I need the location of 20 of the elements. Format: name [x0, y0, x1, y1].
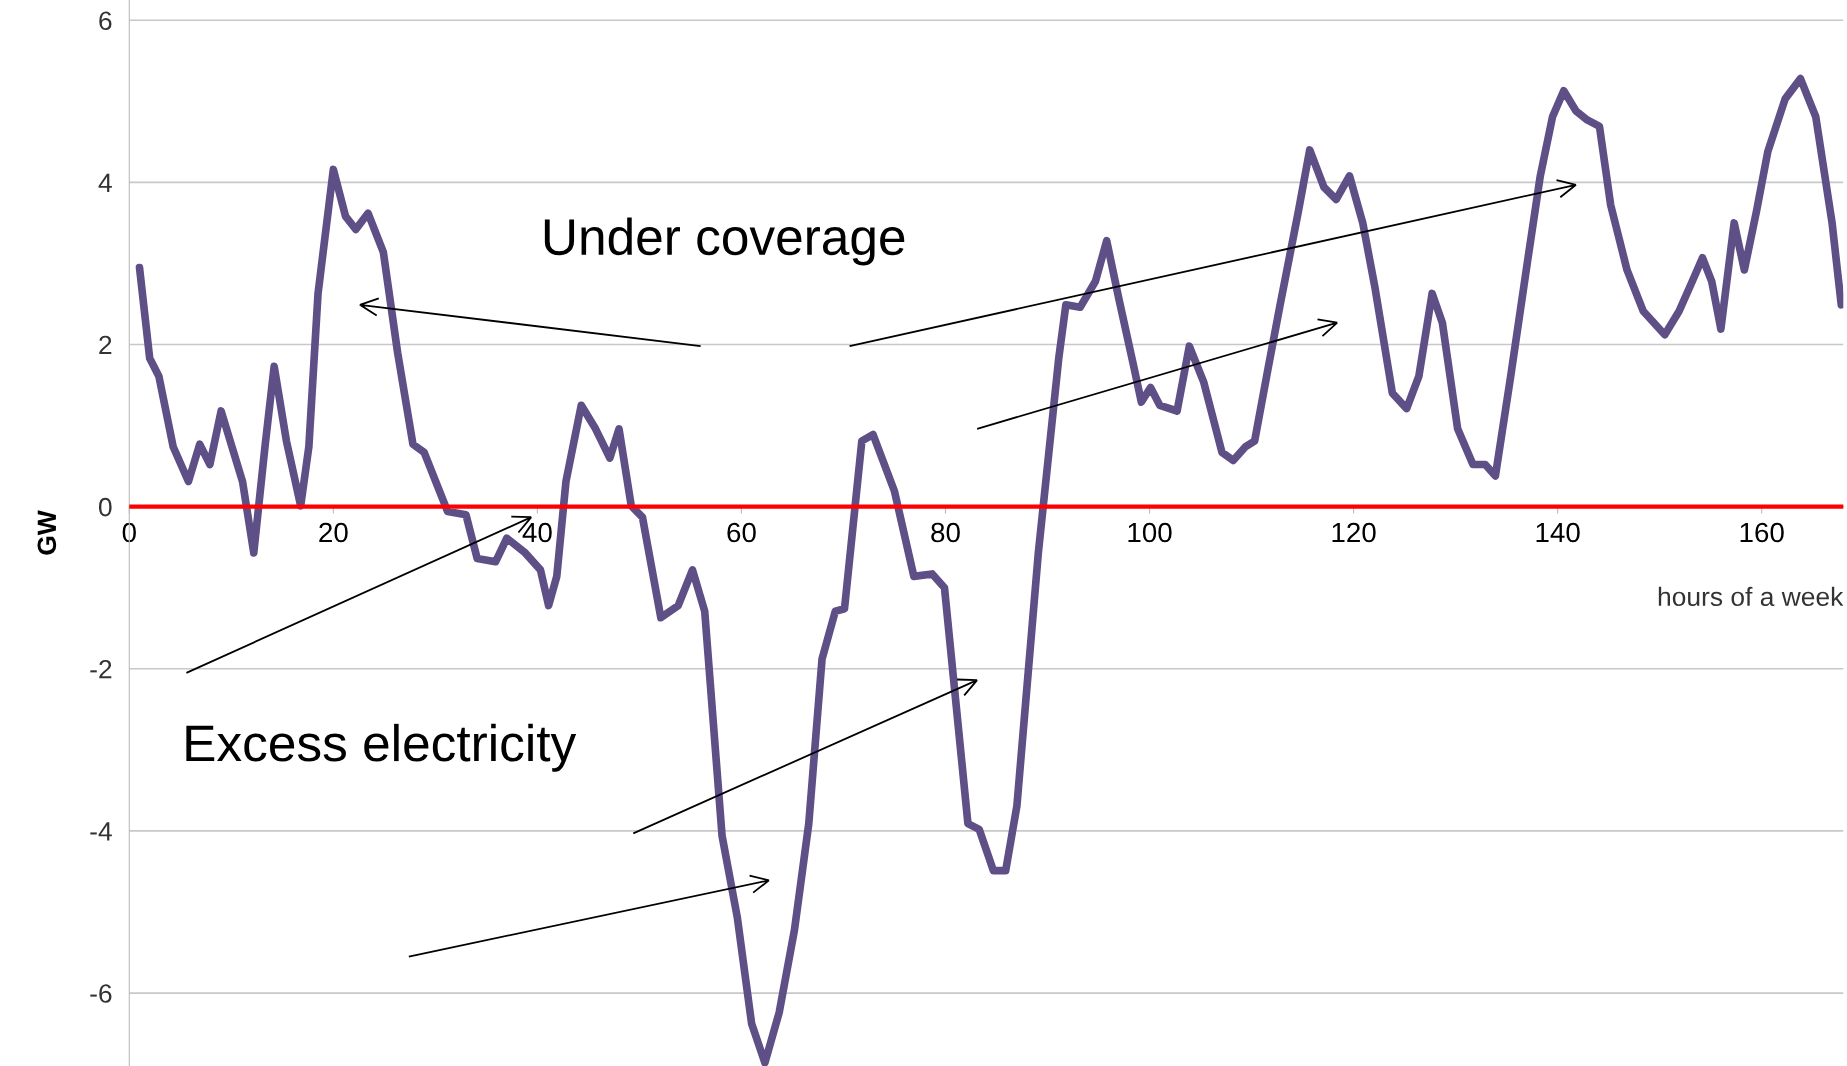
annotation: Excess electricity: [186, 723, 577, 772]
x-tick-label: 20: [319, 522, 348, 543]
x-tick-label: 120: [1332, 522, 1376, 543]
x-axis-title: hours of a week: [1658, 586, 1844, 607]
y-tick-label: -6: [90, 984, 112, 1003]
y-tick-label: -2: [90, 659, 112, 679]
y-tick-label: 4: [98, 173, 112, 192]
y-tick-label: 2: [99, 335, 112, 355]
x-tick-label: 160: [1740, 522, 1784, 543]
y-tick-label: 0: [98, 497, 112, 517]
x-tick-label: 40: [522, 522, 552, 543]
y-axis-title: GW: [37, 510, 57, 555]
annotation: Under coverage: [544, 217, 905, 266]
y-tick-label: -4: [90, 822, 112, 841]
y-tick-label: 6: [99, 11, 112, 31]
x-tick-label: 0: [122, 522, 136, 543]
x-tick-label: 100: [1128, 522, 1172, 543]
x-tick-label: 60: [727, 522, 756, 543]
x-tick-label: 140: [1536, 522, 1580, 543]
x-tick-label: 80: [931, 522, 960, 543]
